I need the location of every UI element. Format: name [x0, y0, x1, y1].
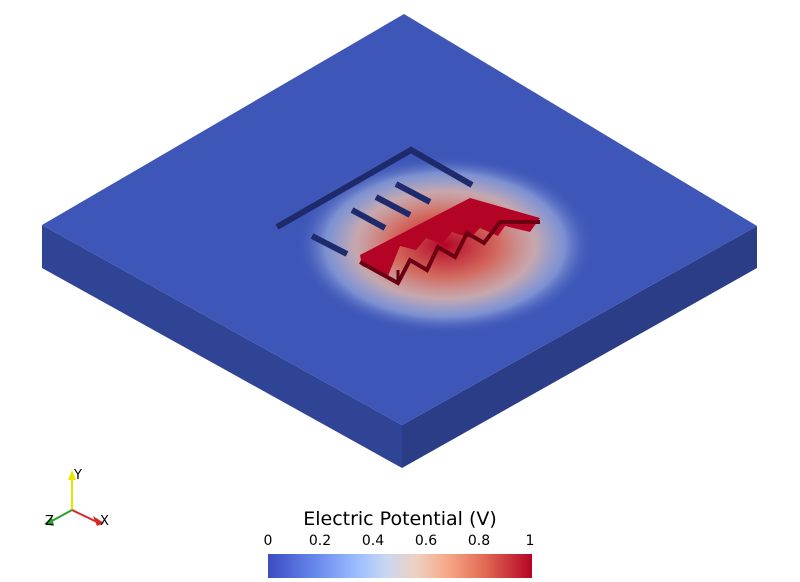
y-axis-label: Y — [74, 468, 82, 483]
colorbar-tick: 1 — [525, 533, 535, 549]
colorbar-tick: 0 — [263, 533, 273, 549]
z-axis-line — [49, 509, 73, 523]
plate-left-face — [42, 225, 402, 468]
colorbar-tick: 0.2 — [308, 533, 332, 549]
plate-right-face — [402, 226, 757, 468]
z-axis-label: Z — [45, 514, 54, 529]
x-axis-label: X — [100, 514, 109, 529]
x-axis-line — [71, 509, 98, 523]
colorbar-tick: 0.4 — [361, 533, 385, 549]
colorbar-tick: 0.8 — [467, 533, 491, 549]
y-axis-arrowhead — [68, 470, 76, 480]
orientation-axes[interactable] — [44, 470, 104, 526]
x-axis-arrowhead — [93, 516, 104, 526]
driven-electrode — [359, 198, 540, 286]
colorbar-tick: 0.6 — [414, 533, 438, 549]
colorbar-gradient — [268, 554, 532, 578]
ground-electrode — [275, 146, 474, 257]
z-axis-arrowhead — [44, 517, 54, 526]
colorbar-title: Electric Potential (V) — [303, 508, 497, 530]
